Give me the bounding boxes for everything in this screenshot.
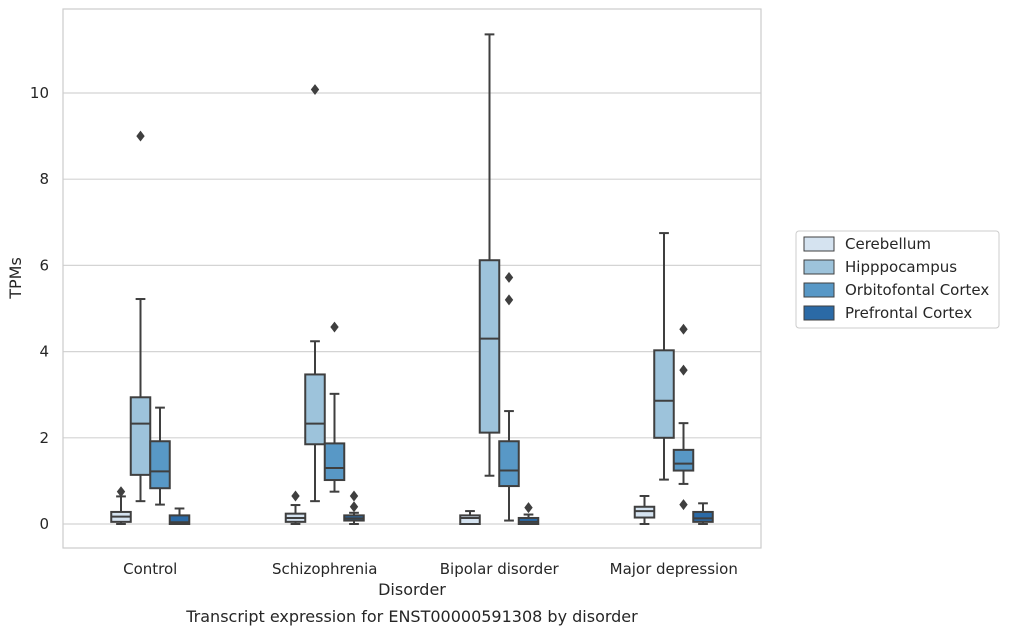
outlier-point — [504, 272, 514, 283]
box-iqr — [653, 349, 675, 439]
outlier-point — [679, 499, 688, 511]
y-ticks: 0 2 4 6 8 10 — [30, 84, 49, 533]
x-tick-label: Bipolar disorder — [440, 560, 560, 578]
chart-caption: Transcript expression for ENST0000059130… — [185, 607, 638, 626]
legend-swatch — [803, 236, 835, 252]
box-prefrontal-cortex — [517, 502, 540, 526]
plot-frame — [62, 8, 762, 549]
box-hipppocampus — [478, 33, 501, 477]
outlier-point — [116, 486, 126, 498]
legend-label: Cerebellum — [845, 235, 931, 253]
legend-swatch — [803, 282, 835, 298]
y-tick-label: 6 — [39, 256, 49, 274]
legend-label: Orbitofontal Cortex — [845, 281, 989, 299]
outlier-point — [524, 502, 533, 514]
outlier-point — [291, 490, 300, 502]
legend-label: Hipppocampus — [845, 258, 957, 276]
y-tick-label: 4 — [39, 343, 49, 361]
outlier-point — [330, 321, 339, 333]
box-orbitofontal-cortex — [672, 323, 695, 511]
box-cerebellum — [110, 486, 132, 525]
y-tick-label: 10 — [30, 84, 49, 102]
legend-frame — [795, 230, 1000, 329]
y-axis-label: TPMs — [6, 257, 25, 300]
box-hipppocampus — [653, 232, 675, 481]
boxes-layer — [110, 33, 714, 526]
box-iqr — [129, 396, 152, 476]
y-tick-label: 0 — [39, 515, 49, 533]
box-cerebellum — [633, 494, 656, 525]
outlier-point — [310, 84, 320, 96]
box-iqr — [323, 442, 346, 482]
box-iqr — [498, 440, 520, 488]
y-tick-label: 2 — [39, 429, 49, 447]
y-tick-label: 8 — [39, 170, 49, 188]
box-iqr — [692, 510, 714, 523]
outlier-point — [349, 490, 359, 502]
outlier-point — [504, 294, 514, 306]
legend: Cerebellum Hipppocampus Orbitofontal Corte… — [795, 230, 1000, 329]
x-tick-label: Control — [123, 560, 177, 578]
box-iqr — [672, 448, 695, 472]
box-prefrontal-cortex — [343, 490, 365, 525]
box-prefrontal-cortex — [692, 502, 714, 525]
legend-swatch — [803, 259, 835, 275]
box-cerebellum — [459, 510, 481, 526]
box-iqr — [633, 505, 656, 519]
box-hipppocampus — [304, 84, 326, 503]
box-iqr — [478, 259, 501, 434]
outlier-point — [349, 501, 359, 513]
x-tick-label: Schizophrenia — [272, 560, 377, 578]
box-cerebellum — [284, 490, 307, 525]
outlier-point — [679, 323, 688, 335]
box-iqr — [459, 514, 481, 526]
legend-label: Prefrontal Cortex — [845, 304, 972, 322]
outlier-point — [679, 364, 688, 376]
legend-swatch — [803, 305, 835, 321]
box-prefrontal-cortex — [168, 507, 191, 526]
box-hipppocampus — [129, 130, 152, 503]
legend-items: Cerebellum Hipppocampus Orbitofontal Corte… — [803, 235, 989, 322]
box-iqr — [149, 440, 171, 490]
box-iqr — [168, 514, 191, 526]
box-orbitofontal-cortex — [498, 272, 520, 522]
x-axis-label: Disorder — [378, 580, 446, 599]
outlier-point — [136, 130, 145, 142]
box-orbitofontal-cortex — [323, 321, 346, 493]
box-iqr — [304, 373, 326, 446]
x-tick-label: Major depression — [610, 560, 738, 578]
x-ticks: Control Schizophrenia Bipolar disorder Majo… — [123, 560, 738, 578]
box-orbitofontal-cortex — [149, 406, 171, 506]
